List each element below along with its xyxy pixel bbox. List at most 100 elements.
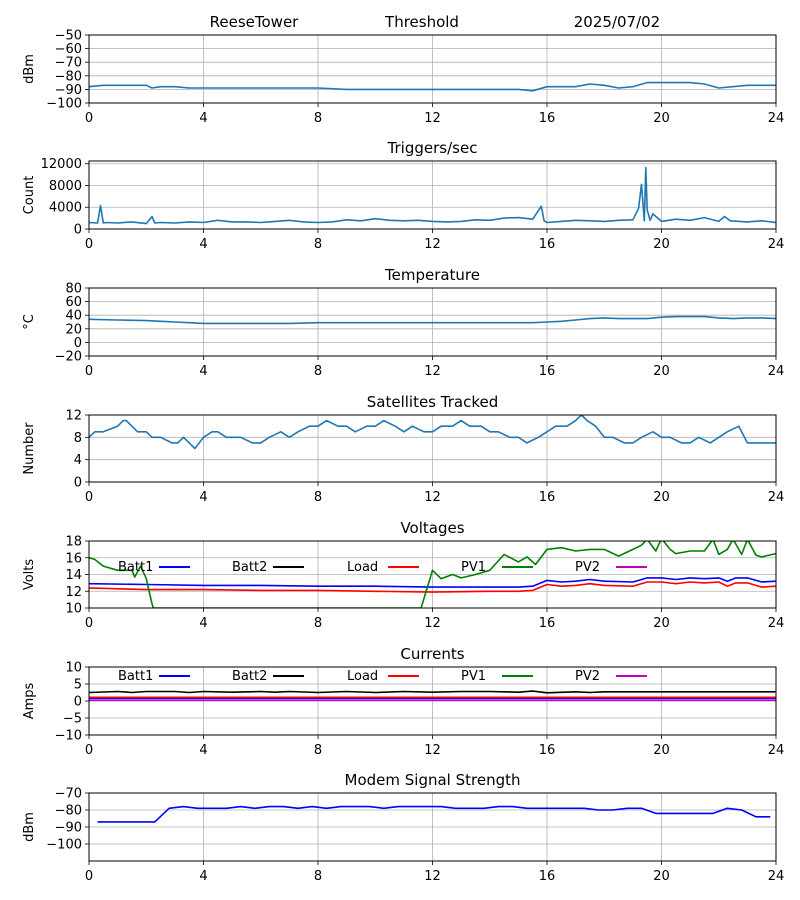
modem-signal-xtick-label: 16 (539, 869, 556, 884)
modem-signal-ytick-label: −70 (55, 787, 82, 802)
triggers-xtick-label: 4 (199, 237, 207, 252)
modem-signal-ylabel: dBm (22, 812, 37, 842)
modem-signal-xtick-label: 24 (768, 869, 785, 884)
rssi-xtick-label: 8 (314, 111, 322, 126)
triggers-ytick-label: 12000 (41, 157, 82, 172)
temperature-xtick-label: 4 (199, 364, 207, 379)
voltages-xtick-label: 20 (653, 616, 670, 631)
voltages-ylabel: Volts (22, 559, 37, 591)
voltages-pv1-line (89, 541, 776, 608)
rssi-ytick-label: −50 (55, 29, 82, 44)
modem-signal-ytick-label: −80 (55, 804, 82, 819)
header-station: ReeseTower (210, 13, 300, 31)
currents-xtick-label: 8 (314, 743, 322, 758)
rssi-ytick-label: −70 (55, 56, 82, 71)
rssi-ytick-label: −90 (55, 83, 82, 98)
satellites-panel: 0 4 8 12 16 20 24 0 4 8 12 Satellites Tracked Number (22, 393, 784, 505)
triggers-ytick-label: 4000 (49, 201, 82, 216)
currents-batt2-line (89, 690, 776, 694)
satellites-xtick-label: 20 (653, 490, 670, 505)
voltages-legend-label-load: Load (347, 560, 378, 575)
rssi-xtick-label: 16 (539, 111, 556, 126)
modem-signal-ytick-label: −100 (46, 838, 82, 853)
temperature-xtick-label: 20 (653, 364, 670, 379)
voltages-ytick-label: 14 (65, 568, 82, 583)
currents-ytick-label: 5 (74, 678, 82, 693)
voltages-xtick-label: 8 (314, 616, 322, 631)
temperature-xtick-label: 12 (424, 364, 441, 379)
temperature-xtick-label: 8 (314, 364, 322, 379)
temperature-xtick-label: 16 (539, 364, 556, 379)
currents-ytick-label: −10 (55, 729, 82, 744)
voltages-ytick-label: 18 (65, 535, 82, 550)
rssi-ytick-label: −60 (55, 42, 82, 57)
modem-signal-xtick-label: 12 (424, 869, 441, 884)
currents-xtick-label: 4 (199, 743, 207, 758)
temperature-ytick-label: 80 (65, 282, 82, 297)
temperature-series-line (89, 315, 776, 325)
temperature-ytick-label: 60 (65, 295, 82, 310)
modem-signal-series-line (97, 805, 771, 823)
voltages-xtick-label: 0 (85, 616, 93, 631)
currents-xtick-label: 0 (85, 743, 93, 758)
voltages-xtick-label: 24 (768, 616, 785, 631)
triggers-xtick-label: 12 (424, 237, 441, 252)
rssi-xtick-label: 24 (768, 111, 785, 126)
satellites-ytick-label: 12 (65, 409, 82, 424)
temperature-ytick-label: −20 (55, 350, 82, 365)
currents-legend-label-batt2: Batt2 (232, 669, 267, 684)
voltages-ytick-label: 12 (65, 585, 82, 600)
rssi-xtick-label: 20 (653, 111, 670, 126)
voltages-xtick-label: 12 (424, 616, 441, 631)
voltages-xtick-label: 4 (199, 616, 207, 631)
currents-xtick-label: 20 (653, 743, 670, 758)
satellites-xtick-label: 24 (768, 490, 785, 505)
rssi-frame (88, 34, 777, 104)
triggers-frame (88, 160, 777, 230)
rssi-xtick-label: 12 (424, 111, 441, 126)
satellites-ylabel: Number (22, 422, 37, 475)
rssi-ytick-label: −80 (55, 69, 82, 84)
triggers-title: Triggers/sec (387, 139, 478, 157)
satellites-ytick-label: 0 (74, 476, 82, 491)
modem-signal-ytick-label: −90 (55, 821, 82, 836)
temperature-ytick-label: 0 (74, 336, 82, 351)
voltages-xtick-label: 16 (539, 616, 556, 631)
modem-signal-panel: 0 4 8 12 16 20 24 −100 −90 −80 −70 Modem Signal Str… (22, 771, 784, 884)
triggers-panel: 0 4 8 12 16 20 24 0 4000 8000 12000 Triggers/sec Cou… (22, 139, 784, 252)
temperature-xtick-label: 24 (768, 364, 785, 379)
voltages-legend-label-pv2: PV2 (575, 560, 600, 575)
rssi-xtick-label: 0 (85, 111, 93, 126)
rssi-xtick-label: 4 (199, 111, 207, 126)
rssi-series-line (89, 81, 776, 92)
triggers-ytick-label: 8000 (49, 179, 82, 194)
currents-xtick-label: 16 (539, 743, 556, 758)
triggers-series-line (89, 166, 776, 225)
currents-legend-label-pv1: PV1 (461, 669, 486, 684)
satellites-xtick-label: 8 (314, 490, 322, 505)
temperature-ylabel: °C (22, 314, 37, 330)
rssi-ytick-label: −100 (46, 97, 82, 112)
header-mode: Threshold (384, 13, 459, 31)
voltages-frame (88, 540, 777, 609)
currents-title: Currents (400, 645, 464, 663)
currents-panel: 0 4 8 12 16 20 24 −10 −5 0 5 10 Batt1 Batt2 Load PV1 PV2… (22, 645, 784, 758)
currents-xtick-label: 12 (424, 743, 441, 758)
voltages-legend-label-batt2: Batt2 (232, 560, 267, 575)
voltages-title: Voltages (400, 519, 464, 537)
triggers-ytick-label: 0 (74, 223, 82, 238)
currents-frame (88, 666, 777, 736)
triggers-ylabel: Count (22, 176, 37, 215)
satellites-title: Satellites Tracked (367, 393, 498, 411)
satellites-xtick-label: 0 (85, 490, 93, 505)
voltages-ytick-label: 16 (65, 551, 82, 566)
rssi-panel: 0 4 8 12 16 20 24 −100−90−80−70−60−50 dBm (22, 29, 784, 127)
triggers-xtick-label: 16 (539, 237, 556, 252)
voltages-batt1-line (89, 577, 776, 588)
currents-xtick-label: 24 (768, 743, 785, 758)
temperature-ytick-label: 40 (65, 309, 82, 324)
triggers-xtick-label: 0 (85, 237, 93, 252)
